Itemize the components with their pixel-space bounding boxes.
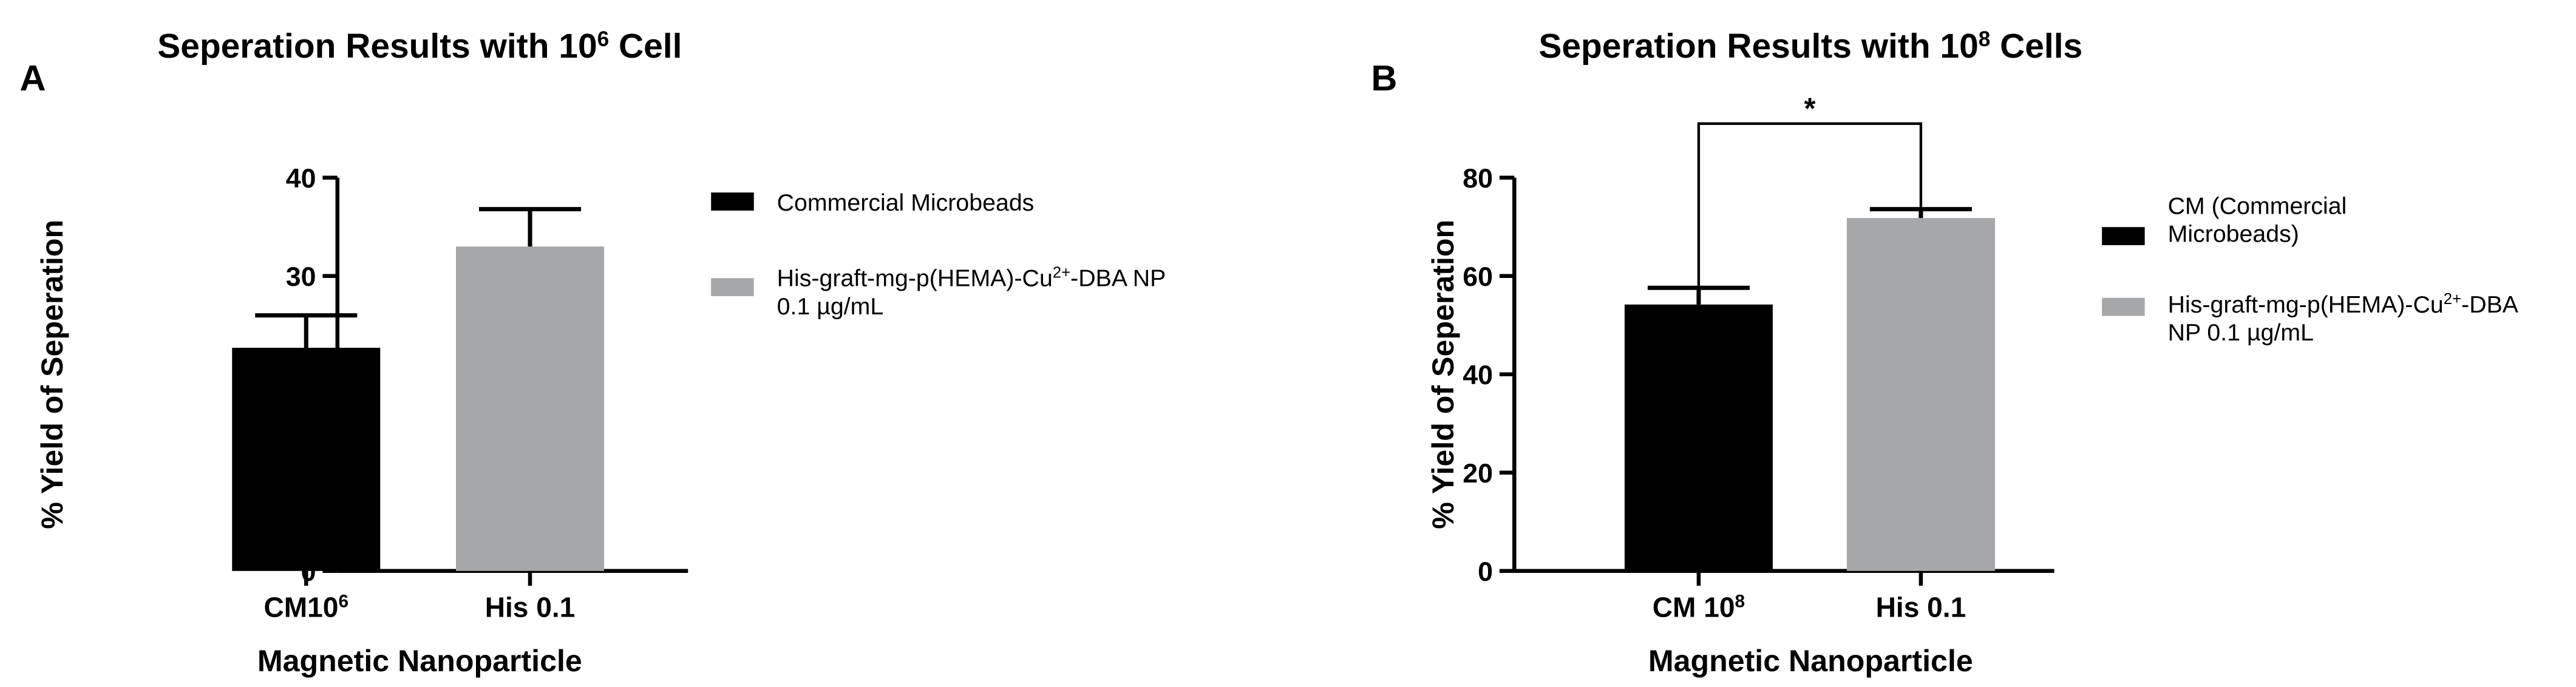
legend-label-text: CM (Commercial — [2168, 192, 2347, 219]
x-category-label: His 0.1 — [1876, 592, 1966, 623]
legend-label-text: 0.1 µg/mL — [777, 293, 884, 320]
legend-label-text: His-graft-mg-p(HEMA)-Cu — [777, 265, 1053, 292]
significance-star: * — [1804, 93, 1815, 126]
legend-label-2: NP 0.1 µg/mL — [2168, 319, 2314, 346]
x-category-label-text: CM 10 — [1653, 592, 1735, 623]
chart-title-superscript: 6 — [597, 27, 610, 50]
chart-title-suffix: Cell — [609, 27, 682, 66]
y-tick-label: 0 — [1478, 557, 1493, 587]
legend-label-1: Commercial Microbeads — [777, 189, 1035, 216]
bar-2 — [455, 246, 605, 571]
x-axis-title: Magnetic Nanoparticle — [257, 644, 582, 678]
bar-2 — [1846, 218, 1995, 571]
bar-1 — [1624, 304, 1773, 571]
legend-swatch-2 — [2102, 297, 2145, 316]
x-category-label: His 0.1 — [485, 592, 576, 623]
legend-label-text: Commercial Microbeads — [777, 189, 1035, 216]
bar-1 — [232, 348, 381, 571]
legend-label-1: CM (Commercial — [2168, 192, 2347, 219]
legend-label-text: Microbeads) — [2168, 221, 2299, 248]
chart-title: Seperation Results with 106 Cell — [157, 27, 682, 66]
y-tick-label: 40 — [286, 164, 316, 194]
y-axis-title: % Yield of Seperation — [35, 220, 69, 529]
y-tick-label: 30 — [286, 262, 316, 292]
x-category-label-superscript: 8 — [1735, 591, 1745, 611]
y-tick-label: 60 — [1463, 262, 1493, 292]
y-tick-label: 40 — [1463, 360, 1493, 390]
chart-title-suffix: Cells — [1990, 27, 2082, 66]
legend-label-1: Microbeads) — [2168, 221, 2299, 248]
legend-label-suffix: -DBA — [2461, 291, 2519, 318]
significance-bracket — [1697, 122, 1923, 288]
legend-label-text: His-graft-mg-p(HEMA)-Cu — [2168, 291, 2444, 318]
legend-swatch-2 — [711, 278, 754, 297]
legend-swatch-1 — [711, 192, 754, 211]
x-category-label-text: His 0.1 — [1876, 592, 1966, 623]
legend-label-superscript: 2+ — [1053, 265, 1070, 282]
panel-letter: A — [20, 58, 46, 98]
chart-title-text: Seperation Results with 10 — [157, 27, 597, 66]
legend-label-superscript: 2+ — [2444, 291, 2461, 308]
y-axis-title: % Yield of Seperation — [1426, 220, 1460, 529]
y-tick-label: 20 — [1463, 459, 1493, 489]
x-axis-title: Magnetic Nanoparticle — [1648, 644, 1973, 678]
legend-label-2: His-graft-mg-p(HEMA)-Cu2+-DBA NP — [777, 265, 1166, 292]
legend-label-2: 0.1 µg/mL — [777, 293, 884, 320]
x-category-label: CM106 — [264, 591, 349, 623]
legend-label-text: NP 0.1 µg/mL — [2168, 319, 2314, 346]
chart-title-superscript: 8 — [1979, 27, 1991, 50]
y-tick-label: 80 — [1463, 164, 1493, 194]
x-category-label-superscript: 6 — [338, 591, 348, 611]
legend-label-2: His-graft-mg-p(HEMA)-Cu2+-DBA — [2168, 291, 2519, 318]
chart-title: Seperation Results with 108 Cells — [1538, 27, 2082, 66]
x-category-label: CM 108 — [1653, 591, 1745, 623]
legend-swatch-1 — [2102, 227, 2145, 245]
chart-title-text: Seperation Results with 10 — [1538, 27, 1978, 66]
x-category-label-text: CM10 — [264, 592, 339, 623]
legend-label-suffix: -DBA NP — [1070, 265, 1166, 292]
panel-letter: B — [1371, 58, 1397, 98]
x-category-label-text: His 0.1 — [485, 592, 576, 623]
